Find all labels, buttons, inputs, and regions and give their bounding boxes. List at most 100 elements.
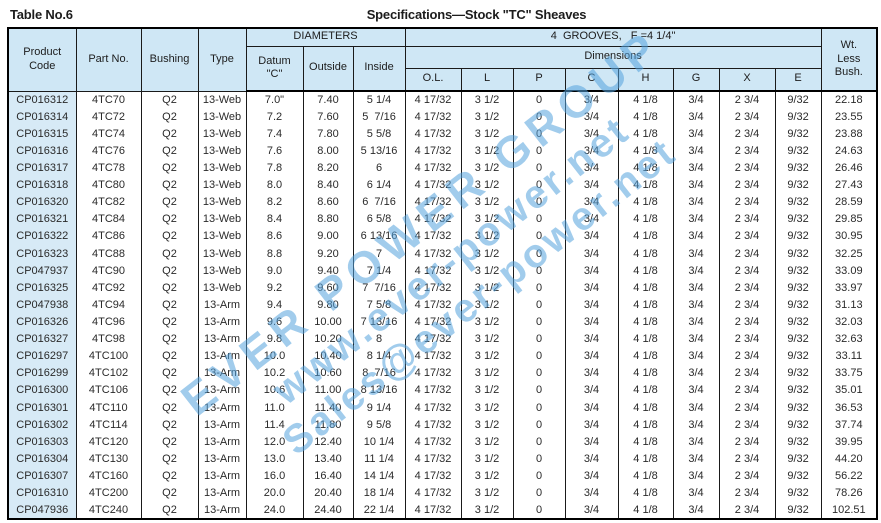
cell-bushing: Q2 [140,227,199,245]
cell-e: 9/32 [774,467,822,485]
cell-bushing: Q2 [140,91,199,109]
cell-p: 0 [512,227,566,245]
cell-bushing: Q2 [140,347,199,365]
cell-g: 3/4 [672,159,720,177]
cell-inside: 22 1/4 [352,501,406,519]
cell-h: 4 1/8 [617,313,674,331]
cell-o-l: 4 17/32 [404,227,462,245]
cell-type: 13-Arm [197,398,247,417]
cell-part-no: 4TC76 [75,142,142,160]
cell-o-l: 4 17/32 [404,279,462,297]
cell-c: 3/4 [564,313,619,331]
cell-part-no: 4TC90 [75,262,142,280]
cell-x: 2 3/4 [718,210,776,228]
cell-h: 4 1/8 [617,279,674,297]
cell-o-l: 4 17/32 [404,381,462,399]
cell-outside: 9.60 [302,279,354,297]
cell-inside: 7 7/16 [352,279,406,297]
cell-g: 3/4 [672,330,720,348]
table-row: CP016327 4TC98 Q2 13-Arm 9.8 10.20 8 4 17/32 3 1… [7,330,878,348]
cell-product-code: CP016300 [7,381,77,399]
cell-inside: 8 7/16 [352,364,406,382]
cell-p: 0 [512,347,566,365]
cell-c: 3/4 [564,142,619,160]
cell-x: 2 3/4 [718,416,776,434]
cell-datum-c: 9.8 [245,330,304,348]
cell-type: 13-Arm [197,501,247,519]
cell-l: 3 1/2 [460,125,514,143]
cell-e: 9/32 [774,227,822,245]
cell-outside: 16.40 [302,467,354,485]
table-row: CP016325 4TC92 Q2 13-Web 9.2 9.60 7 7/16 4 17/3… [7,279,878,297]
cell-o-l: 4 17/32 [404,330,462,348]
cell-l: 3 1/2 [460,313,514,331]
cell-datum-c: 11.0 [245,398,304,417]
cell-type: 13-Arm [197,330,247,348]
cell-l: 3 1/2 [460,159,514,177]
cell-part-no: 4TC72 [75,108,142,126]
cell-o-l: 4 17/32 [404,262,462,280]
cell-part-no: 4TC86 [75,227,142,245]
cell-g: 3/4 [672,296,720,314]
cell-bushing: Q2 [140,108,199,126]
cell-outside: 7.80 [302,125,354,143]
col-header-ol: O.L. [404,67,462,92]
cell-type: 13-Arm [197,364,247,382]
cell-outside: 7.40 [302,91,354,109]
page-title: Specifications—Stock "TC" Sheaves [366,7,587,22]
cell-type: 13-Web [197,210,247,228]
table-row: CP016314 4TC72 Q2 13-Web 7.2 7.60 5 7/16 4 17/3… [7,108,878,126]
cell-h: 4 1/8 [617,210,674,228]
col-header-type: Type [197,27,247,92]
cell-product-code: CP016310 [7,484,77,502]
cell-c: 3/4 [564,159,619,177]
cell-c: 3/4 [564,125,619,143]
cell-x: 2 3/4 [718,484,776,502]
cell-product-code: CP016307 [7,467,77,485]
cell-datum-c: 8.4 [245,210,304,228]
cell-type: 13-Arm [197,433,247,451]
cell-o-l: 4 17/32 [404,347,462,365]
cell-part-no: 4TC114 [75,416,142,434]
cell-g: 3/4 [672,210,720,228]
cell-g: 3/4 [672,347,720,365]
cell-part-no: 4TC94 [75,296,142,314]
cell-type: 13-Arm [197,347,247,365]
cell-o-l: 4 17/32 [404,416,462,434]
col-header-g: G [672,67,720,92]
cell-wt-less-bush: 33.97 [820,279,878,297]
cell-o-l: 4 17/32 [404,313,462,331]
cell-h: 4 1/8 [617,108,674,126]
cell-type: 13-Arm [197,467,247,485]
cell-inside: 6 13/16 [352,227,406,245]
cell-type: 13-Arm [197,484,247,502]
cell-p: 0 [512,296,566,314]
cell-inside: 6 1/4 [352,176,406,194]
cell-part-no: 4TC160 [75,467,142,485]
cell-bushing: Q2 [140,501,199,519]
cell-l: 3 1/2 [460,262,514,280]
table-row: CP016312 4TC70 Q2 13-Web 7.0" 7.40 5 1/4 4 17/3… [7,91,878,109]
cell-c: 3/4 [564,91,619,109]
cell-part-no: 4TC92 [75,279,142,297]
cell-p: 0 [512,364,566,382]
cell-type: 13-Web [197,142,247,160]
cell-o-l: 4 17/32 [404,108,462,126]
cell-inside: 9 1/4 [352,398,406,417]
cell-l: 3 1/2 [460,108,514,126]
cell-e: 9/32 [774,501,822,519]
cell-g: 3/4 [672,262,720,280]
cell-type: 13-Web [197,279,247,297]
cell-l: 3 1/2 [460,467,514,485]
cell-type: 13-Web [197,244,247,263]
cell-datum-c: 7.8 [245,159,304,177]
cell-type: 13-Web [197,91,247,109]
cell-datum-c: 8.0 [245,176,304,194]
cell-type: 13-Arm [197,296,247,314]
cell-inside: 14 1/4 [352,467,406,485]
cell-o-l: 4 17/32 [404,467,462,485]
cell-c: 3/4 [564,262,619,280]
cell-inside: 7 5/8 [352,296,406,314]
cell-datum-c: 12.0 [245,433,304,451]
cell-o-l: 4 17/32 [404,296,462,314]
